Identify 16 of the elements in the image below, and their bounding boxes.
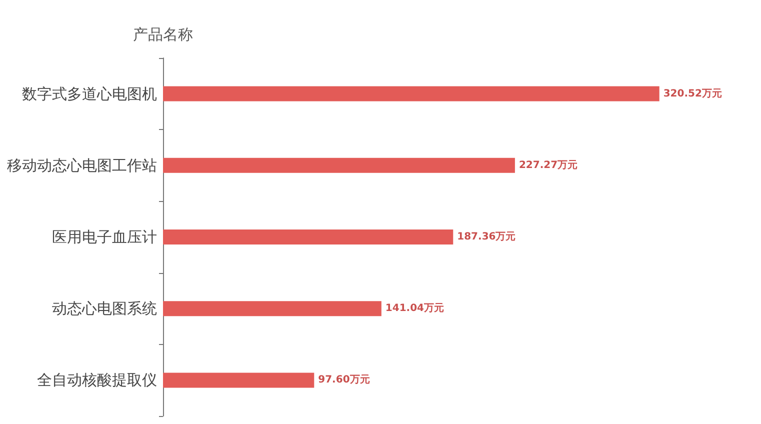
data-label: 227.27万元: [518, 158, 578, 171]
data-label: 187.36万元: [457, 230, 516, 242]
bar: [163, 301, 382, 316]
y-tick-label: 动态心电图系统: [52, 300, 157, 318]
bar: [163, 158, 515, 173]
bar: [163, 86, 660, 102]
y-axis-title: 产品名称: [133, 26, 193, 44]
bar: [163, 230, 454, 244]
bar: [163, 372, 314, 388]
y-tick-label: 数字式多道心电图机: [22, 84, 157, 103]
data-label: 97.60万元: [318, 374, 370, 386]
y-tick-label: 全自动核酸提取仪: [37, 371, 157, 390]
data-label: 320.52万元: [663, 87, 722, 100]
y-tick-label: 医用电子血压计: [52, 228, 157, 246]
y-tick-label: 移动动态心电图工作站: [7, 156, 157, 174]
data-label: 141.04万元: [385, 302, 444, 314]
